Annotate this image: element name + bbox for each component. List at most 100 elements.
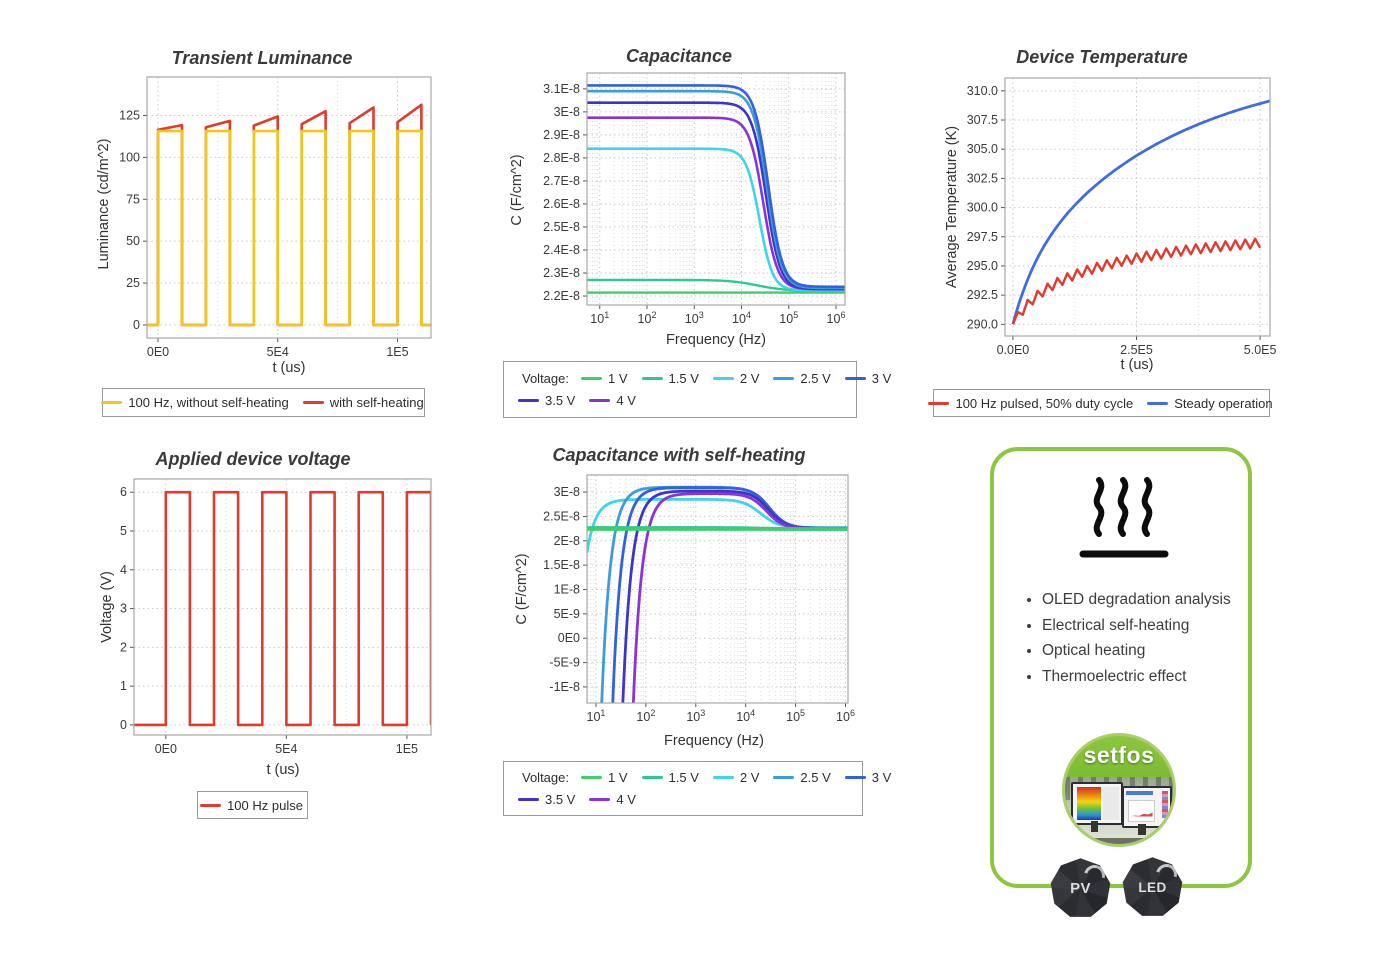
legend-line-sample — [641, 377, 663, 380]
monitor-right — [1122, 786, 1172, 828]
svg-text:305.0: 305.0 — [967, 142, 998, 156]
legend-item: 100 Hz, without self-heating — [101, 395, 289, 410]
svg-text:104: 104 — [736, 708, 755, 724]
legend-label: Voltage: — [522, 371, 569, 386]
svg-text:0: 0 — [120, 718, 127, 732]
legend-line-sample — [101, 401, 123, 404]
legend-item: 100 Hz pulse — [200, 798, 303, 813]
x-axis-label: Frequency (Hz) — [666, 332, 766, 348]
chart-title: Capacitance — [625, 46, 733, 66]
svg-text:0E0: 0E0 — [155, 742, 177, 756]
legend-line-sample — [581, 377, 602, 380]
legend-item: 1.5 V — [641, 770, 699, 785]
chart-title: Device Temperature — [1016, 47, 1188, 67]
svg-text:1E5: 1E5 — [396, 742, 418, 756]
svg-text:310.0: 310.0 — [967, 84, 998, 98]
svg-text:102: 102 — [638, 310, 657, 326]
x-axis-label: t (us) — [272, 360, 306, 376]
svg-text:105: 105 — [779, 310, 798, 326]
legend-item: 3 V — [844, 770, 891, 785]
svg-text:297.5: 297.5 — [967, 230, 998, 244]
legend-line-sample — [712, 776, 734, 779]
capacitance-plot: 101 102 103 104 105 106 2.2E-8 2.3E-8 2.4E-8 2.5E… — [543, 72, 846, 326]
heat-icon — [1079, 477, 1169, 558]
x-axis-label: Frequency (Hz) — [664, 733, 764, 749]
svg-text:4: 4 — [120, 563, 127, 577]
legend-line-sample — [712, 377, 734, 380]
legend-label: Voltage: — [522, 770, 569, 785]
svg-text:3E-8: 3E-8 — [554, 105, 580, 119]
feature-item: Optical heating — [1042, 640, 1257, 662]
svg-text:50: 50 — [126, 234, 140, 248]
legend-line-sample — [844, 776, 866, 779]
legend-line-sample — [581, 776, 602, 779]
feature-list: OLED degradation analysis Electrical sel… — [1020, 589, 1257, 692]
legend-line-sample — [773, 776, 795, 779]
legend-item: Steady operation — [1147, 396, 1273, 411]
chart-title: Capacitance with self-heating — [552, 445, 806, 465]
svg-text:2.2E-8: 2.2E-8 — [543, 289, 580, 303]
svg-text:300.0: 300.0 — [967, 201, 998, 215]
legend-device-temperature: 100 Hz pulsed, 50% duty cycle Steady oper… — [928, 389, 1273, 417]
legend-item: 2.5 V — [773, 371, 831, 386]
legend-item: 1.5 V — [641, 371, 699, 386]
legend-line-sample — [589, 798, 611, 801]
legend-item: with self-heating — [302, 395, 424, 410]
svg-text:5E4: 5E4 — [267, 345, 289, 359]
chart-title: Applied device voltage — [155, 449, 351, 469]
svg-text:2E-8: 2E-8 — [554, 534, 580, 548]
svg-text:2.5E-8: 2.5E-8 — [543, 220, 580, 234]
legend-line-sample — [589, 399, 611, 402]
legend-capacitance: Voltage: 1 V 1.5 V 2 V 2.5 V 3 V 3.5 V 4 V — [503, 361, 891, 418]
svg-text:1: 1 — [120, 679, 127, 693]
svg-text:2.9E-8: 2.9E-8 — [543, 128, 580, 142]
legend-item: 2 V — [712, 770, 759, 785]
legend-item: 3.5 V — [518, 792, 575, 807]
svg-text:5.0E5: 5.0E5 — [1244, 343, 1277, 357]
legend-transient-luminance: 100 Hz, without self-heating with self-he… — [101, 388, 425, 417]
svg-text:295.0: 295.0 — [967, 259, 998, 273]
svg-text:25: 25 — [126, 276, 140, 290]
y-axis-label: C (F/cm^2) — [514, 553, 530, 625]
svg-text:101: 101 — [587, 708, 606, 724]
legend-item: 3 V — [844, 371, 891, 386]
svg-text:2.5E-8: 2.5E-8 — [543, 509, 580, 523]
x-axis-label: t (us) — [1120, 357, 1154, 373]
legend-line-sample — [200, 803, 222, 807]
svg-text:3.1E-8: 3.1E-8 — [543, 82, 580, 96]
legend-item: 2 V — [712, 371, 759, 386]
svg-text:106: 106 — [827, 310, 846, 326]
svg-text:307.5: 307.5 — [967, 113, 998, 127]
pv-badge: PV — [1050, 858, 1111, 917]
transient-luminance-plot: 0E0 5E4 1E5 0 25 50 75 100 125 — [119, 76, 432, 359]
svg-text:106: 106 — [836, 708, 855, 724]
svg-text:125: 125 — [119, 109, 140, 123]
svg-text:101: 101 — [590, 310, 609, 326]
legend-applied-voltage: 100 Hz pulse — [197, 791, 308, 819]
svg-text:5E4: 5E4 — [275, 742, 297, 756]
svg-text:2: 2 — [120, 640, 127, 654]
svg-text:0E0: 0E0 — [558, 631, 580, 645]
svg-text:2.7E-8: 2.7E-8 — [543, 174, 580, 188]
svg-text:2.6E-8: 2.6E-8 — [543, 197, 580, 211]
svg-text:1.5E-8: 1.5E-8 — [543, 558, 580, 572]
legend-item: 2.5 V — [773, 770, 831, 785]
legend-item: 1 V — [581, 371, 628, 386]
svg-text:105: 105 — [786, 708, 805, 724]
svg-text:2.5E5: 2.5E5 — [1120, 343, 1153, 357]
feature-panel: OLED degradation analysis Electrical sel… — [990, 447, 1252, 888]
svg-text:6: 6 — [120, 485, 127, 499]
setfos-logo: setfos — [1062, 733, 1176, 847]
svg-text:104: 104 — [732, 310, 751, 326]
svg-text:0.0E0: 0.0E0 — [997, 343, 1030, 357]
legend-line-sample — [518, 399, 539, 402]
legend-item: 4 V — [589, 792, 636, 807]
legend-line-sample — [928, 401, 950, 405]
svg-text:2.8E-8: 2.8E-8 — [543, 151, 580, 165]
svg-text:3: 3 — [120, 602, 127, 616]
svg-text:2.3E-8: 2.3E-8 — [543, 266, 580, 280]
legend-line-sample — [844, 377, 866, 380]
legend-line-sample — [302, 401, 324, 404]
chart-title: Transient Luminance — [171, 48, 353, 68]
